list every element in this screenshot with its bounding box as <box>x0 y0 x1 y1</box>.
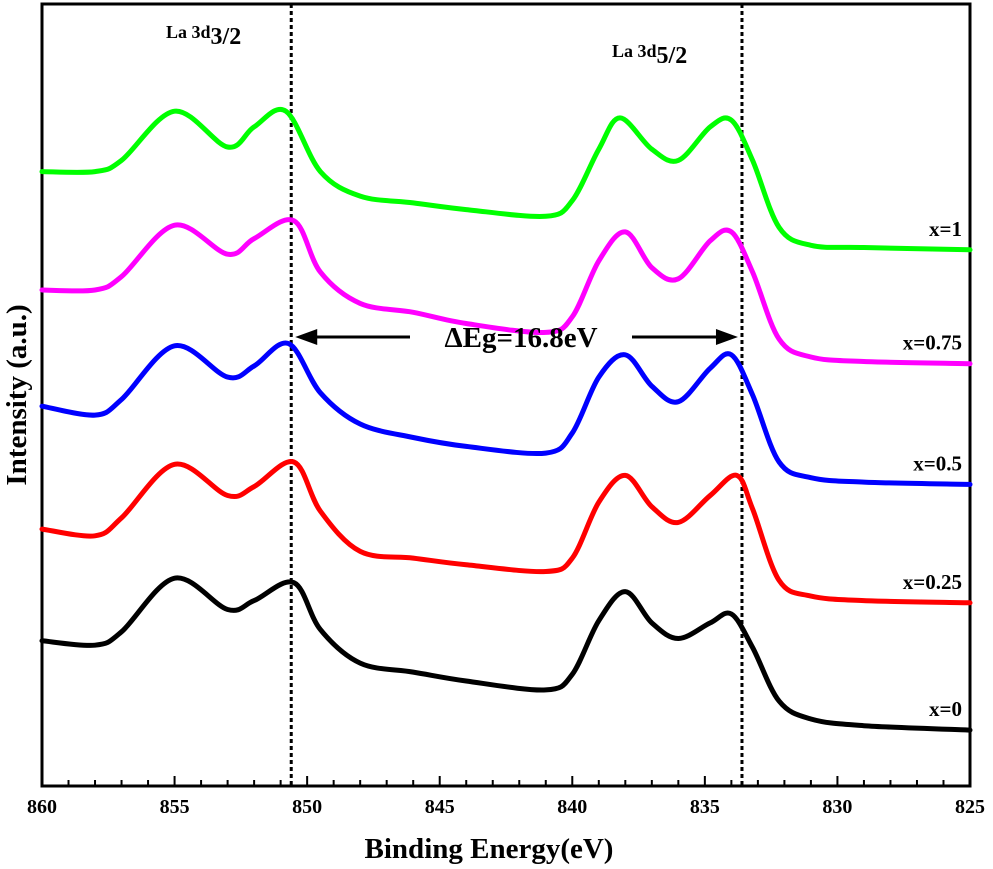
gap-annotation: ΔEg=16.8eV <box>295 322 738 354</box>
series-label: x=0 <box>929 697 962 721</box>
x-tick-label: 835 <box>690 796 720 818</box>
y-axis-title: Intensity (a.u.) <box>1 304 33 485</box>
reference-lines <box>289 4 744 786</box>
x-tick-label: 825 <box>955 796 985 818</box>
gap-arrow-left-head <box>295 329 318 345</box>
x-tick-label: 850 <box>292 796 322 818</box>
plot-frame <box>40 2 972 788</box>
series-line <box>39 217 973 367</box>
peak-label: La 3d3/2 <box>166 22 241 50</box>
series-label: x=1 <box>929 217 962 241</box>
peak-label-sub: 5/2 <box>657 43 688 69</box>
x-tick-label: 840 <box>557 796 587 818</box>
peak-label: La 3d5/2 <box>612 41 687 69</box>
gap-arrow-right-head <box>715 329 738 345</box>
peak-label-base: La 3d <box>612 41 657 61</box>
series-line <box>39 107 973 253</box>
x-tick-label: 855 <box>160 796 190 818</box>
peak-labels: La 3d3/2La 3d5/2 <box>166 22 687 69</box>
series-line <box>39 340 973 487</box>
x-axis-title: Binding Energy(eV) <box>365 833 614 865</box>
series-labels: x=1 x=0.75 x=0.5 x=0.25 x=0 <box>903 217 962 721</box>
peak-label-sub: 3/2 <box>211 24 242 50</box>
series-line <box>39 575 973 733</box>
x-tick-label: 830 <box>822 796 852 818</box>
series-label: x=0.75 <box>903 331 962 355</box>
x-axis-ticks: 860 855 850 845 840 835 830 825 <box>27 776 985 818</box>
x-tick-label: 860 <box>27 796 57 818</box>
series-line <box>39 459 973 606</box>
series-group <box>39 107 973 733</box>
x-tick-label: 845 <box>425 796 455 818</box>
series-label: x=0.25 <box>903 570 962 594</box>
gap-label: ΔEg=16.8eV <box>444 322 597 354</box>
peak-label-base: La 3d <box>166 22 211 42</box>
series-label: x=0.5 <box>913 451 962 475</box>
